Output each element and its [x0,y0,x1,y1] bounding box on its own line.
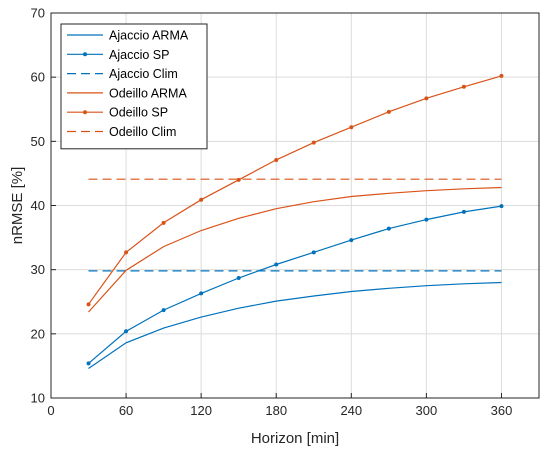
legend-item: Ajaccio Clim [67,67,178,81]
legend-box [60,23,208,150]
data-point [386,226,391,231]
series-line-ajaccio-sp [88,205,502,364]
legend-label: Odeillo ARMA [109,86,187,100]
x-tick-label: 180 [265,403,287,418]
data-point [349,125,354,130]
y-tick-label: 70 [31,6,45,21]
legend-item: Odeillo ARMA [67,86,187,100]
data-point [86,302,91,307]
series-line-ajaccio-arma [88,281,502,369]
data-point [236,177,241,182]
x-tick-label: 360 [491,403,513,418]
data-point [311,250,316,255]
x-tick-label: 60 [119,403,133,418]
legend-label: Ajaccio SP [109,48,169,62]
data-point [124,329,129,334]
legend-item: Odeillo SP [67,106,168,120]
data-point [236,276,241,281]
series-line-odeillo-sp [88,75,502,305]
data-point [461,209,466,214]
data-point [386,109,391,114]
y-tick-label: 10 [31,391,45,406]
legend-label: Ajaccio Clim [109,67,178,81]
x-tick-label: 0 [47,403,54,418]
legend-item: Ajaccio SP [67,48,169,62]
data-point [274,157,279,162]
legend-marker [83,110,87,115]
x-axis-ticks: 0 60 120 180 240 300 360 [47,393,512,418]
series-ajaccio-arma [88,281,502,369]
data-point [274,262,279,267]
legend-item: Ajaccio ARMA [67,29,189,43]
data-point [461,84,466,89]
legend-label: Odeillo SP [109,106,168,120]
series-line-odeillo-arma [88,186,502,313]
y-tick-label: 20 [31,326,45,341]
x-tick-label: 240 [340,403,362,418]
data-point [86,361,91,366]
data-point [349,238,354,243]
x-tick-label: 120 [190,403,212,418]
y-tick-label: 60 [31,70,45,85]
data-point [311,140,316,145]
series-ajaccio-sp [86,204,504,366]
data-point [124,250,129,255]
plot-series [86,73,504,369]
data-point [499,73,504,78]
data-point [161,308,166,313]
legend-item: Odeillo Clim [67,125,176,139]
data-point [199,197,204,202]
y-tick-label: 40 [31,198,45,213]
data-point [199,291,204,296]
x-axis-label: Horizon [min] [251,430,339,447]
data-point [499,204,504,209]
data-point [161,220,166,225]
legend-label: Ajaccio ARMA [109,29,189,43]
data-point [424,217,429,222]
y-axis-label: nRMSE [%] [9,167,26,245]
y-tick-label: 30 [31,262,45,277]
series-odeillo-arma [88,186,502,313]
y-tick-label: 50 [31,134,45,149]
series-odeillo-sp [86,73,504,307]
data-point [424,96,429,101]
legend-label: Odeillo Clim [109,125,176,139]
legend: Ajaccio ARMA Ajaccio SP Ajaccio Clim Odeill… [60,23,208,150]
x-tick-label: 300 [416,403,438,418]
legend-marker [83,52,87,57]
y-axis-ticks: 10 20 30 40 50 60 70 [31,6,56,406]
